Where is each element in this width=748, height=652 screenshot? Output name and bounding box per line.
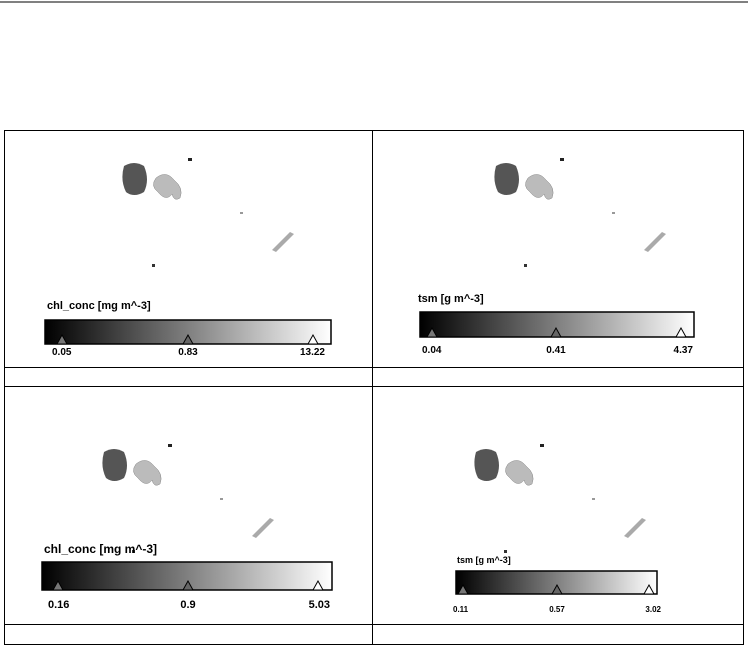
spot — [540, 444, 544, 447]
spot — [524, 264, 527, 267]
map-image — [494, 158, 666, 267]
lake-light — [505, 460, 534, 486]
spot — [168, 444, 172, 447]
colorbar-tick-label: 0.9 — [180, 599, 195, 611]
colorbar-tick-label: 13.22 — [300, 347, 325, 358]
map-image — [102, 444, 274, 553]
colorbar-tick-label: 3.02 — [645, 605, 661, 614]
panel: tsm [g m^-3] 0.04 0.41 4.37 — [418, 158, 695, 356]
colorbar-tick-label: 0.57 — [549, 605, 565, 614]
colorbar-marker — [312, 579, 324, 591]
colorbar-tick-label: 0.05 — [52, 347, 72, 358]
spot — [504, 550, 507, 553]
colorbar-tick-label: 0.16 — [48, 599, 69, 611]
lake-dark — [474, 449, 499, 481]
colorbar-title: tsm [g m^-3] — [418, 293, 484, 305]
spot — [220, 498, 223, 500]
colorbar-marker — [675, 326, 687, 338]
lake-light — [525, 174, 554, 200]
colorbar-marker — [551, 583, 563, 595]
spot — [592, 498, 595, 500]
colorbar-title: tsm [g m^-3] — [457, 555, 511, 565]
colorbar-title: chl_conc [mg m^-3] — [44, 542, 157, 556]
colorbar-marker — [52, 579, 64, 591]
panel: chl_conc [mg m^-3] 0.05 0.83 13.22 — [44, 158, 332, 358]
spot — [188, 158, 192, 161]
colorbar-marker — [307, 333, 319, 345]
lake-light — [153, 174, 182, 200]
lake-dark — [122, 163, 147, 195]
colorbar-tick-label: 0.41 — [546, 345, 566, 356]
lake-dark — [102, 449, 127, 481]
spot — [132, 550, 135, 553]
colorbar-tick-label: 0.04 — [422, 345, 442, 356]
colorbar-tick-label: 5.03 — [309, 599, 330, 611]
colorbar-tick-label: 0.11 — [453, 605, 469, 614]
panel: tsm [g m^-3] 0.11 0.57 3.02 — [453, 444, 662, 614]
spot — [560, 158, 564, 161]
colorbar-marker — [550, 326, 562, 338]
colorbar-tick-label: 0.83 — [178, 347, 198, 358]
lake-dark — [494, 163, 519, 195]
map-image — [474, 444, 646, 553]
colorbar-marker — [457, 583, 469, 595]
colorbar-tick-label: 4.37 — [674, 345, 694, 356]
spot — [240, 212, 243, 214]
river — [272, 232, 294, 252]
spot — [612, 212, 615, 214]
river — [252, 518, 274, 538]
map-image — [122, 158, 294, 267]
colorbar-marker — [643, 583, 655, 595]
colorbar-marker — [56, 333, 68, 345]
lake-light — [133, 460, 162, 486]
colorbar-marker — [426, 326, 438, 338]
spot — [152, 264, 155, 267]
river — [644, 232, 666, 252]
colorbar-title: chl_conc [mg m^-3] — [47, 300, 151, 312]
colorbar-marker — [182, 333, 194, 345]
table-grid — [4, 130, 744, 645]
colorbar-marker — [182, 579, 194, 591]
panel: chl_conc [mg m^-3] 0.16 0.9 5.03 — [41, 444, 333, 611]
river — [624, 518, 646, 538]
